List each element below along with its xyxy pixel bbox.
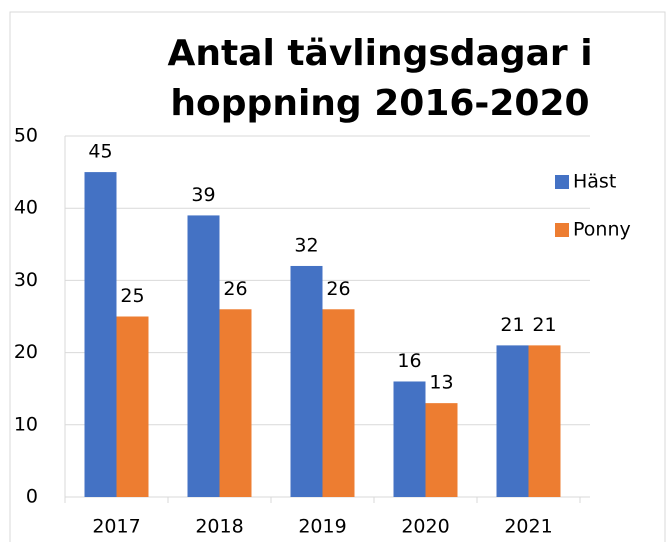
legend-label: Ponny — [573, 219, 631, 241]
data-label: 39 — [191, 184, 215, 206]
data-label: 25 — [120, 285, 144, 307]
legend-label: Häst — [573, 171, 616, 193]
data-label: 13 — [429, 372, 453, 394]
bar — [116, 316, 149, 497]
x-tick-label: 2019 — [298, 516, 346, 538]
data-label: 21 — [500, 314, 524, 336]
data-label: 16 — [397, 350, 421, 372]
bar — [528, 345, 561, 497]
bar — [219, 309, 252, 497]
data-label: 26 — [223, 278, 247, 300]
bar — [393, 381, 426, 497]
y-tick-label: 40 — [14, 197, 38, 219]
bar — [84, 172, 117, 497]
y-tick-label: 50 — [14, 125, 38, 147]
y-tick-label: 20 — [14, 341, 38, 363]
bar — [496, 345, 529, 497]
bar — [425, 403, 458, 497]
y-tick-label: 30 — [14, 269, 38, 291]
data-label: 32 — [294, 234, 318, 256]
chart-title: Antal tävlingsdagar i — [167, 33, 592, 74]
bar — [290, 265, 323, 497]
legend-swatch — [555, 175, 569, 189]
chart-title: hoppning 2016-2020 — [170, 83, 589, 124]
x-tick-label: 2021 — [504, 516, 552, 538]
data-label: 21 — [532, 314, 556, 336]
x-tick-label: 2020 — [401, 516, 449, 538]
y-tick-label: 10 — [14, 413, 38, 435]
data-label: 26 — [326, 278, 350, 300]
legend-swatch — [555, 223, 569, 237]
x-tick-label: 2018 — [195, 516, 243, 538]
data-label: 45 — [88, 141, 112, 163]
bar — [322, 309, 355, 497]
bar — [187, 215, 220, 498]
x-tick-label: 2017 — [92, 516, 140, 538]
y-tick-label: 0 — [26, 486, 38, 508]
